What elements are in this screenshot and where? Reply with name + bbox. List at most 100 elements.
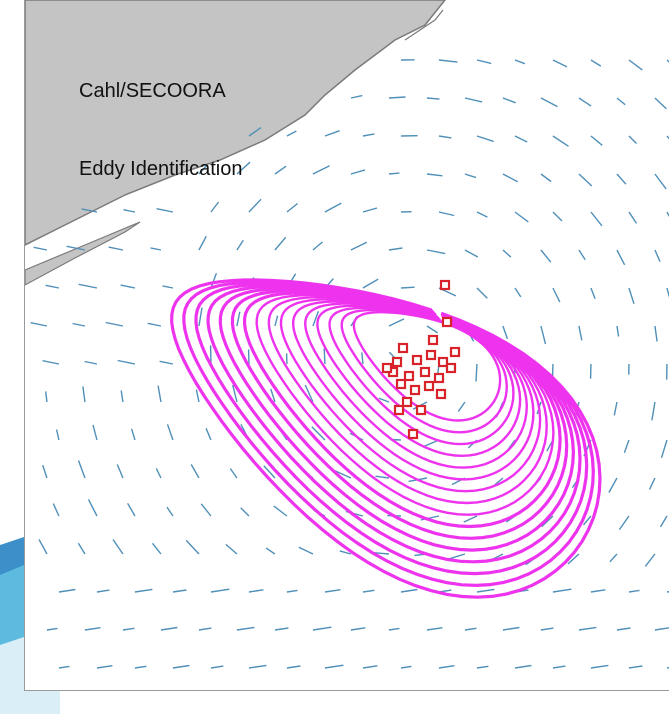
current-vector-arrow [77, 460, 86, 479]
map-canvas [25, 0, 669, 669]
current-vector-arrow [541, 515, 554, 528]
current-vector-arrow [248, 127, 262, 137]
eddy-streamline [194, 282, 589, 576]
drifter-marker [423, 380, 435, 392]
current-vector-arrow [198, 307, 203, 327]
current-vector-arrow [659, 515, 668, 528]
current-vector-arrow [248, 198, 262, 213]
eddy-streamline [304, 302, 529, 469]
current-vector-arrow [552, 665, 566, 669]
current-vector-arrow [155, 468, 162, 479]
current-vector-arrow [502, 249, 512, 258]
current-vector-arrow [654, 627, 669, 631]
current-vector-arrow [210, 588, 230, 593]
drifter-marker [439, 279, 451, 291]
current-vector-arrow [270, 388, 276, 403]
current-vector-arrow [426, 97, 440, 100]
current-vector-arrow [162, 285, 174, 289]
current-vector-arrow [590, 589, 606, 593]
current-vector-arrow [540, 173, 552, 183]
current-vector-arrow [590, 59, 602, 67]
eddy-streamline [279, 298, 542, 493]
current-vector-arrow [628, 287, 635, 305]
current-vector-arrow [476, 135, 494, 143]
current-vector-arrow [198, 164, 208, 175]
current-vector-arrow [66, 245, 86, 251]
current-vector-arrow [81, 208, 98, 213]
current-vector-arrow [514, 664, 532, 669]
current-vector-arrow [628, 589, 640, 593]
eddy-streamline [182, 280, 595, 588]
current-vector-arrow [126, 502, 136, 517]
current-vector-arrow [609, 553, 618, 563]
current-vector-arrow [613, 401, 618, 416]
current-vector-arrow [195, 389, 200, 403]
eddy-streamline [267, 296, 548, 505]
current-vector-arrow [45, 284, 60, 289]
current-vector-arrow [190, 464, 200, 479]
drifter-marker [397, 342, 409, 354]
drifter-marker [401, 396, 413, 408]
current-vector-arrow [185, 539, 200, 555]
current-vector-arrow [122, 627, 135, 631]
current-vector-arrow [334, 470, 352, 479]
current-vector-arrow [378, 397, 390, 403]
drifter-marker [441, 316, 453, 328]
current-vector-arrow [42, 360, 60, 365]
current-vector-arrow [654, 97, 667, 110]
current-vector-arrow [112, 539, 124, 555]
current-vector-arrow [312, 165, 330, 175]
current-vector-arrow [166, 424, 174, 441]
current-vector-arrow [628, 135, 637, 144]
current-vector-arrow [248, 664, 267, 669]
current-vector-arrow [362, 207, 378, 213]
current-vector-arrow [514, 59, 526, 65]
current-vector-arrow [116, 464, 124, 479]
current-vector-arrow [286, 665, 301, 669]
current-vector-arrow [236, 311, 241, 327]
current-vector-arrow [33, 246, 48, 251]
current-vector-arrow [324, 664, 344, 669]
drifter-marker [411, 354, 423, 366]
current-vector-arrow [166, 506, 174, 517]
current-vector-arrow [464, 173, 477, 179]
current-vector-arrow [82, 386, 86, 403]
drifter-marker [445, 362, 457, 374]
drifter-marker [407, 428, 419, 440]
current-vector-arrow [438, 59, 458, 63]
current-vector-arrow [198, 235, 207, 251]
current-vector-arrow [388, 318, 405, 327]
current-vector-arrow [644, 553, 656, 567]
current-vector-arrow [274, 165, 287, 175]
current-vector-arrow [130, 428, 136, 441]
map-title: Cahl/SECOORA Eddy Identification [79, 26, 242, 234]
current-vector-arrow [426, 325, 438, 334]
current-vector-arrow [286, 202, 299, 213]
current-vector-arrow [464, 249, 479, 258]
drifter-marker [403, 370, 415, 382]
current-vector-arrow [236, 239, 244, 251]
current-vector-arrow [134, 665, 147, 669]
drifter-marker [449, 346, 461, 358]
current-vector-arrow [438, 135, 452, 139]
drifter-marker [433, 372, 445, 384]
land-mass [25, 0, 446, 246]
current-vector-arrow [350, 169, 366, 175]
current-vector-arrow [77, 542, 86, 555]
current-vector-arrow [540, 97, 558, 108]
current-vector-arrow [304, 384, 314, 403]
current-vector-arrow [578, 97, 592, 107]
current-vector-arrow [248, 589, 264, 593]
current-vector-arrow [263, 465, 276, 479]
current-vector-arrow [464, 97, 483, 103]
current-vector-arrow [400, 286, 415, 289]
drifter-marker [409, 384, 421, 396]
current-vector-arrow [240, 507, 250, 517]
current-vector-arrow [362, 665, 378, 669]
current-vector-arrow [400, 665, 412, 669]
current-vector-arrow [324, 130, 340, 137]
current-vector-arrow [590, 664, 609, 669]
current-vector-arrow [105, 321, 124, 327]
current-vector-arrow [628, 59, 643, 71]
